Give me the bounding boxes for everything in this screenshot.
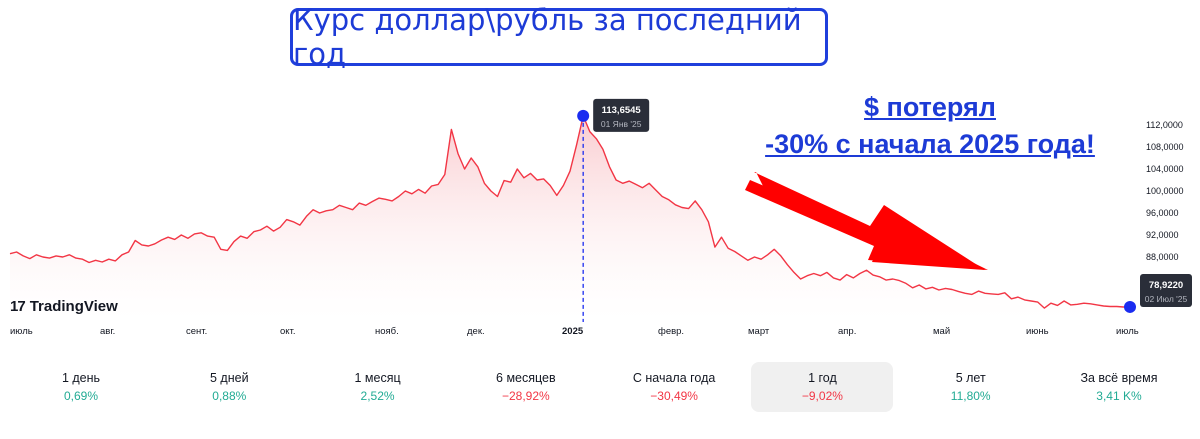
down-arrow-shaft	[745, 180, 988, 270]
peak-tooltip	[593, 98, 650, 132]
x-tick-label: май	[933, 326, 950, 337]
x-tick-label: февр.	[658, 326, 684, 337]
period-label: 6 месяцев	[496, 371, 556, 385]
period-change: 0,88%	[212, 389, 247, 403]
chart-title-box: Курс доллар\рубль за последний год	[290, 3, 828, 71]
period-label: 5 лет	[955, 371, 986, 385]
tradingview-logo[interactable]: 17 TradingView	[10, 298, 118, 315]
period-label: 5 дней	[210, 371, 249, 385]
x-tick-label: окт.	[280, 326, 295, 337]
period-change: 0,69%	[63, 389, 99, 403]
last-price-tooltip-date: 02 Июл '25	[1145, 294, 1188, 304]
x-tick-label: июнь	[1026, 326, 1049, 337]
y-tick-label: 100,0000	[1146, 186, 1184, 196]
x-tick-label: апр.	[838, 326, 856, 337]
y-tick-label: 88,0000	[1146, 252, 1179, 262]
period-change: 3,41 K%	[1096, 389, 1142, 403]
period-button[interactable]: За всё время 3,41 K%	[1048, 362, 1190, 412]
period-label: С начала года	[632, 371, 716, 385]
x-tick-label: июль	[1116, 326, 1139, 337]
x-tick-label: март	[748, 326, 770, 337]
chart-title: Курс доллар\рубль за последний год	[293, 3, 802, 71]
last-price-tooltip	[1140, 274, 1192, 307]
callout-line-2: -30% с начала 2025 года!	[765, 129, 1095, 159]
period-button[interactable]: 6 месяцев −28,92%	[455, 362, 597, 412]
period-change: 2,52%	[360, 389, 395, 403]
period-button[interactable]: 5 лет 11,80%	[900, 362, 1042, 412]
period-button[interactable]: 1 день 0,69%	[10, 362, 152, 412]
y-tick-label: 92,0000	[1146, 230, 1179, 240]
x-tick-label: июль	[10, 326, 33, 337]
period-label: 1 год	[808, 371, 837, 385]
tradingview-logo-icon: 17	[10, 298, 26, 315]
period-button[interactable]: 1 год −9,02%	[751, 362, 894, 412]
last-price-marker	[1124, 300, 1136, 313]
peak-tooltip-value: 113,6545	[602, 105, 642, 116]
period-change: 11,80%	[950, 389, 991, 403]
period-label: За всё время	[1080, 371, 1158, 385]
price-chart: июль авг. сент. окт. нояб. дек. 2025 февр. март а…	[9, 98, 1192, 337]
tradingview-logo-text: TradingView	[29, 298, 118, 315]
x-tick-label: нояб.	[375, 326, 399, 337]
callout-line-1: $ потерял	[864, 92, 996, 122]
y-tick-label: 104,0000	[1146, 164, 1184, 174]
x-tick-label: дек.	[467, 326, 485, 337]
x-tick-label: авг.	[100, 326, 115, 337]
last-price-tooltip-value: 78,9220	[1149, 280, 1183, 291]
area-fill	[10, 115, 1130, 321]
x-tick-label: сент.	[186, 326, 207, 337]
y-tick-label: 112,0000	[1146, 120, 1183, 130]
period-label: 1 день	[61, 371, 101, 385]
period-change: −9,02%	[801, 389, 843, 403]
period-button[interactable]: С начала года −30,49%	[603, 362, 745, 412]
y-tick-label: 96,0000	[1146, 208, 1179, 218]
period-button[interactable]: 5 дней 0,88%	[158, 362, 300, 412]
peak-tooltip-date: 01 Янв '25	[601, 119, 642, 129]
period-button[interactable]: 1 месяц 2,52%	[307, 362, 449, 412]
period-label: 1 месяц	[354, 371, 401, 385]
peak-marker	[577, 109, 590, 122]
y-tick-label: 108,0000	[1146, 142, 1184, 152]
period-selector: 1 день 0,69% 5 дней 0,88% 1 месяц 2,52% 6 меся…	[10, 362, 1190, 412]
period-change: −30,49%	[650, 389, 698, 403]
price-line	[9, 115, 1131, 309]
period-change: −28,92%	[501, 389, 550, 403]
x-tick-label: 2025	[562, 326, 584, 337]
